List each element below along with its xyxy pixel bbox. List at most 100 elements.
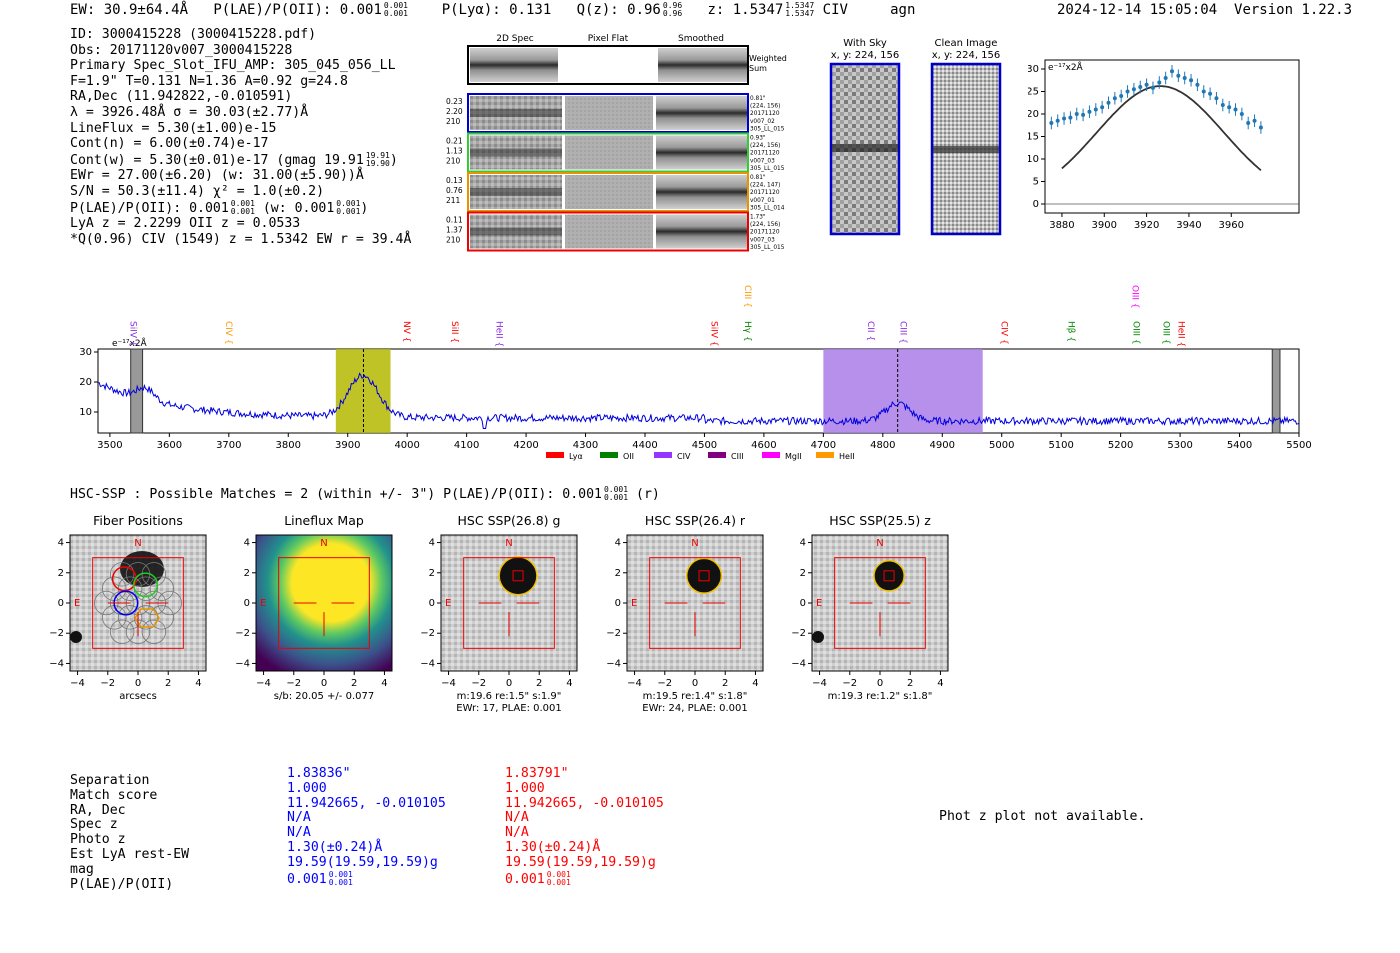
panel-caption: s/b: 20.05 +/- 0.077: [274, 691, 374, 702]
cutout-right-label: 305_LL_015: [750, 126, 785, 132]
data-point: [1227, 105, 1232, 110]
panel-caption: m:19.3 re:1.2" s:1.8": [828, 691, 933, 702]
x-tick-label: 2: [351, 678, 357, 689]
cutout-left-label: 1.13: [446, 147, 463, 156]
y-tick-label: 0: [58, 598, 64, 609]
x-tick-label: 3920: [1134, 220, 1159, 231]
data-point: [1055, 118, 1060, 123]
cutout-right-label: v007_03: [750, 158, 775, 164]
match-row: RA, Dec: [70, 802, 126, 818]
panel-caption-2: EWr: 17, PLAE: 0.001: [456, 703, 562, 714]
match-row: 0.001 0.001 0.001: [505, 869, 571, 887]
x-tick-label: 2: [907, 678, 913, 689]
panel-image: [811, 534, 949, 672]
data-point: [1062, 116, 1067, 121]
fiber-orange: [134, 608, 160, 628]
x-tick-label: 4000: [394, 440, 419, 451]
info-plae: P(LAE)/P(OII): 0.001 0.001 0.001 (w: 0.001…: [70, 198, 369, 216]
data-point: [1195, 82, 1200, 87]
y-tick-label: 2: [58, 568, 64, 579]
x-tick-label: 0: [877, 678, 883, 689]
data-point: [1144, 82, 1149, 87]
y-tick-label: 4: [429, 538, 435, 549]
x-tick-label: 2: [165, 678, 171, 689]
fiber-green: [133, 572, 159, 598]
cutout-right-label: 305_LL_014: [750, 205, 785, 211]
x-tick-label: 2: [722, 678, 728, 689]
data-point: [1093, 107, 1098, 112]
match-row: N/A: [505, 810, 529, 826]
weighted-sum-spec: [470, 48, 558, 82]
data-point: [1176, 73, 1181, 78]
y-tick-label: 2: [244, 568, 250, 579]
y-tick-label: 25: [1028, 87, 1039, 98]
emission-line-label: OIII {: [1131, 321, 1141, 345]
cutout-smoothed: [656, 96, 747, 130]
header-bar: EW: 30.9±64.4Å P(LAE)/P(OII): 0.001 0.001…: [70, 1, 915, 19]
header-timestamp: 2024-12-14 15:05:04: [1057, 2, 1218, 18]
data-point: [1138, 85, 1143, 89]
x-tick-label: 2: [536, 678, 542, 689]
emission-line-label: HeII {: [1175, 321, 1185, 347]
emission-line-label: Hβ {: [1065, 321, 1075, 342]
x-tick-label: 0: [506, 678, 512, 689]
x-tick-label: 0: [321, 678, 327, 689]
full-spectrum-chart: e⁻¹⁷x2Å 3500 3600 3700 3800 3900 4000 4100 4200 4…: [79, 285, 1311, 461]
info-id: ID: 3000415228 (3000415228.pdf): [70, 27, 317, 42]
hsc-center-box: [698, 570, 710, 582]
emission-line-label: CII {: [865, 321, 875, 341]
data-point: [1252, 118, 1257, 123]
header-qz-frac: 0.96 0.96: [662, 1, 683, 18]
panel-caption: arcsecs: [119, 691, 157, 702]
data-point: [1087, 109, 1092, 114]
north-label: N: [691, 538, 698, 549]
east-label: E: [631, 598, 637, 609]
east-label: E: [445, 598, 451, 609]
north-label: N: [876, 538, 883, 549]
x-tick-label: 4400: [632, 440, 657, 451]
y-tick-label: 0: [615, 598, 621, 609]
emission-line-label: CIII {: [898, 321, 908, 344]
legend-swatch: [762, 452, 780, 458]
match-row: 19.59(19.59,19.59)g: [505, 854, 656, 870]
weighted-label-2: Sum: [749, 64, 767, 73]
match-row: Separation: [70, 773, 150, 788]
cutout-pixelflat: [565, 135, 653, 170]
east-label: E: [74, 598, 80, 609]
fiber-circle: [141, 619, 167, 644]
x-tick-label: 5500: [1286, 440, 1311, 451]
info-ewr: EWr = 27.00(±6.20) (w: 31.00(±5.90))Å: [70, 168, 364, 184]
cutout-left-label: 0.76: [446, 186, 463, 195]
legend-label: CIV: [677, 452, 691, 461]
data-point: [1125, 89, 1130, 94]
panel-image: [440, 534, 578, 672]
x-tick-label: 4: [937, 678, 943, 689]
y-tick-label: 2: [429, 568, 435, 579]
x-tick-label: −4: [441, 678, 456, 689]
image-panel: Lineflux Map N E −4 −4 −2 −2 0 0 2 2 4 4 s/b: 20.05 +…: [235, 513, 393, 702]
image-panel: Fiber Positions N E −4 −4 −2 −2 0 0 2 2 4 4 arcsecs: [49, 513, 207, 702]
panel-title: Lineflux Map: [284, 513, 364, 528]
match-row: Match score: [70, 787, 158, 803]
aperture-box: [834, 557, 926, 649]
match-row: 0.001 0.001 0.001: [287, 869, 353, 887]
info-lya-z: LyA z = 2.2299 OII z = 0.0533: [70, 216, 301, 232]
y-tick-label: 15: [1028, 132, 1039, 143]
info-lineflux: LineFlux = 5.30(±1.00)e-15: [70, 120, 277, 136]
cutout-left-label: 0.11: [446, 216, 463, 225]
photz-note: Phot z plot not available.: [939, 809, 1146, 824]
image-panel: HSC SSP(26.4) r N E −4 −4 −2 −2 0 0 2 2 4 4 m:19.5 re…: [606, 513, 764, 714]
cutout-smoothed: [656, 175, 747, 209]
cutout-left-label: 0.23: [446, 97, 463, 106]
east-label: E: [816, 598, 822, 609]
emission-line-label: CIII {: [742, 285, 752, 308]
cutout-right-label: (224, 156): [750, 143, 780, 149]
panel-image: [626, 534, 764, 672]
match-row: N/A: [287, 810, 311, 826]
col-header-2dspec: 2D Spec: [496, 34, 533, 44]
data-point: [1106, 100, 1111, 105]
with-sky-title: With Sky: [843, 38, 887, 49]
y-tick-label: 4: [800, 538, 806, 549]
